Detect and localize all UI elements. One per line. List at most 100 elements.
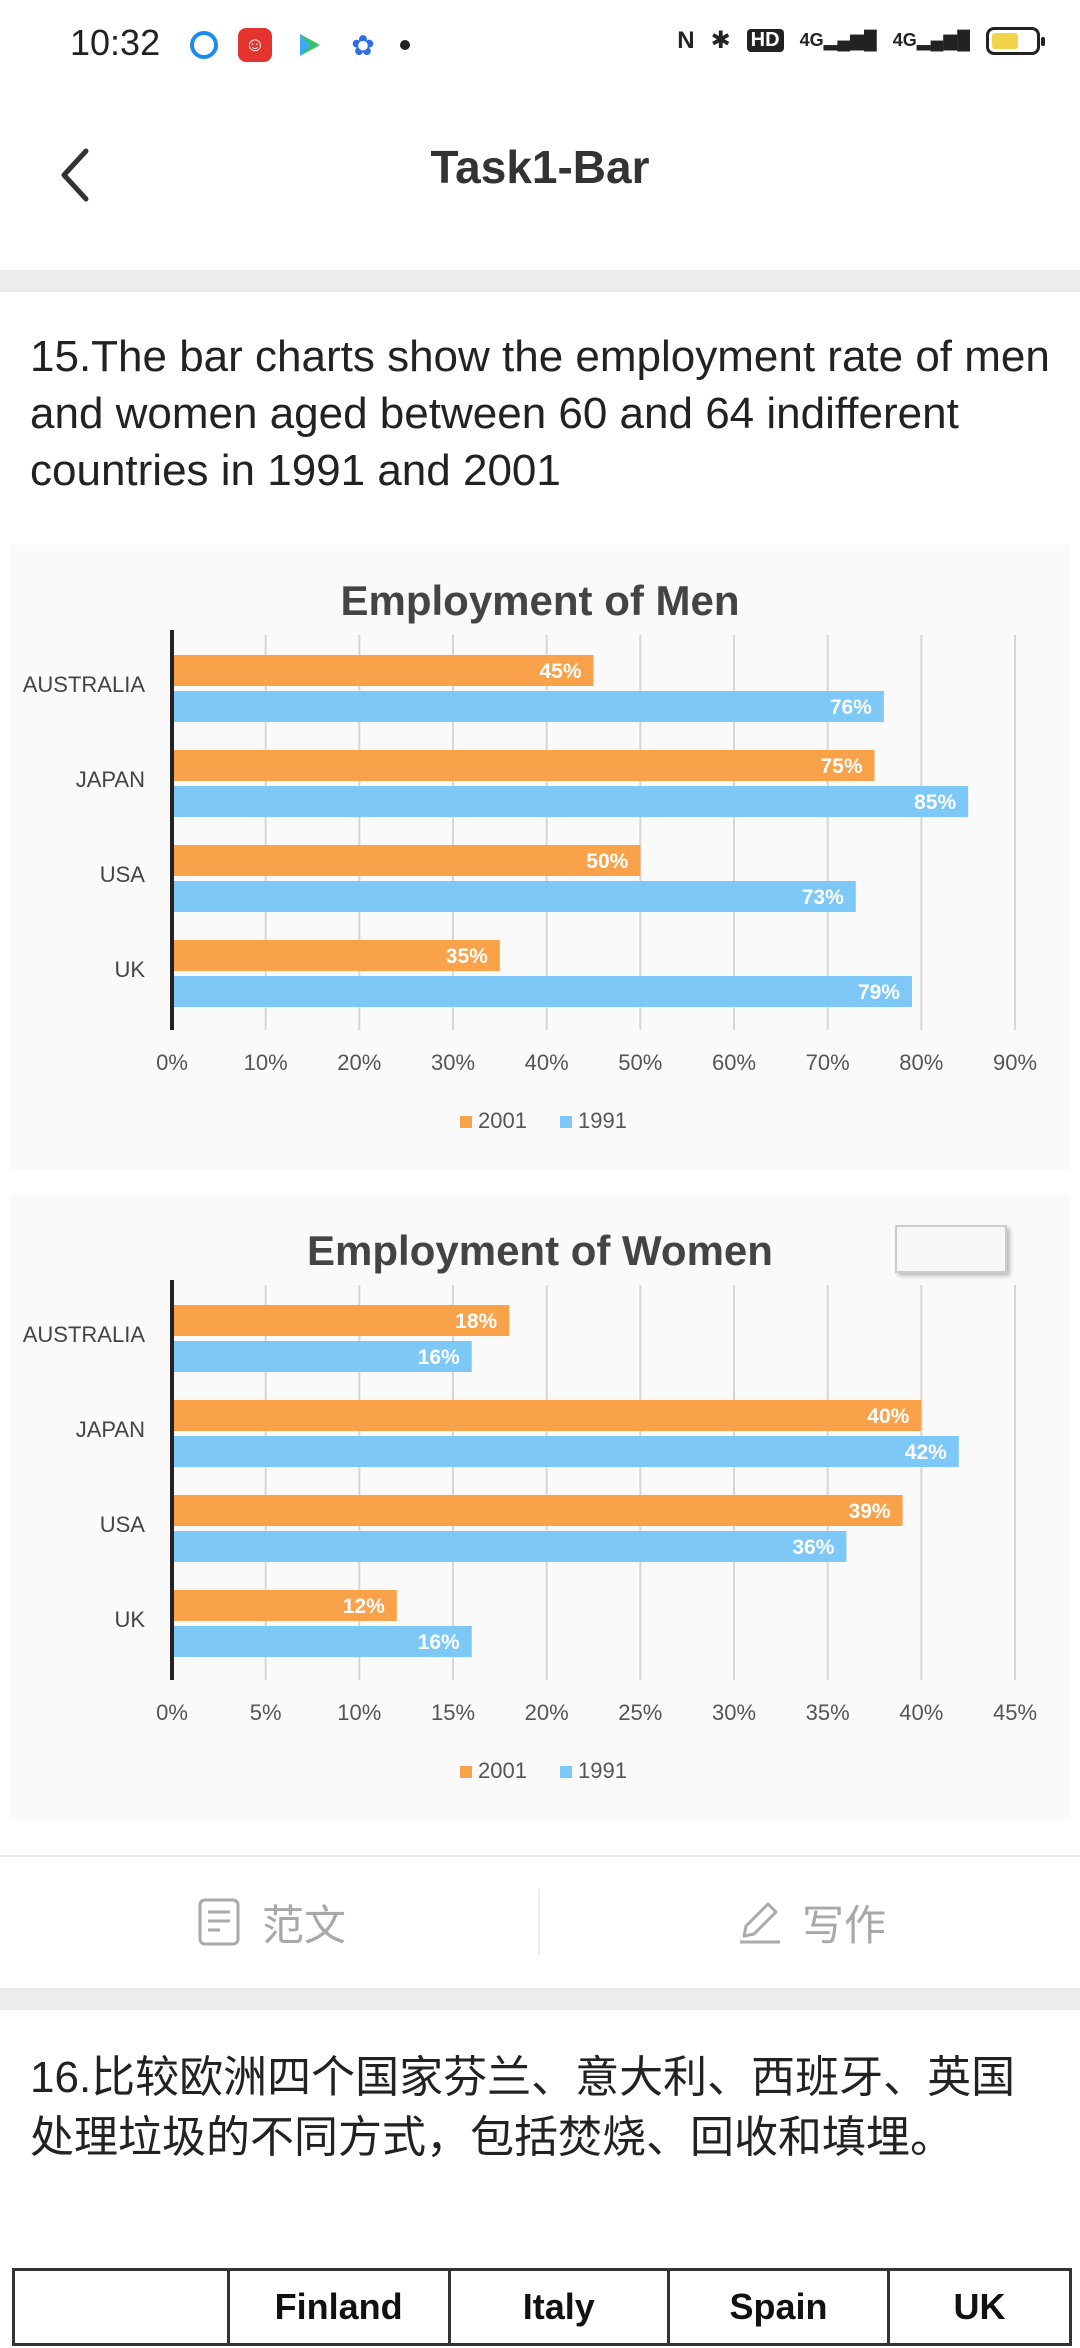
x-tick-label: 35%	[806, 1700, 850, 1725]
bar-1991	[172, 786, 969, 817]
x-tick-label: 15%	[431, 1700, 475, 1725]
app-notification-icon: ☺	[238, 28, 272, 62]
bar-1991	[172, 1626, 472, 1657]
notification-icons: ☺ ✿	[190, 28, 410, 62]
question-15-text: 15.The bar charts show the employment ra…	[30, 332, 1050, 495]
x-tick-label: 50%	[618, 1050, 662, 1075]
hd-icon: HD	[746, 29, 784, 52]
table-header-cell	[12, 2268, 230, 2346]
data-label: 16%	[418, 1346, 460, 1369]
document-icon	[198, 1898, 240, 1946]
write-button[interactable]: 写作	[540, 1857, 1080, 1987]
data-label: 39%	[849, 1500, 891, 1523]
bar-2001	[172, 845, 641, 876]
signal-icon-1: 4G▂▄▆█	[799, 30, 877, 50]
chart-title: Employment of Men	[340, 577, 739, 624]
category-label: UK	[114, 1607, 145, 1632]
x-tick-label: 90%	[993, 1050, 1037, 1075]
table-header-row: Finland Italy Spain UK	[12, 2268, 1072, 2346]
x-tick-label: 40%	[899, 1700, 943, 1725]
chart-region-tag	[895, 1225, 1007, 1273]
bar-1991	[172, 1341, 472, 1372]
legend-label: 2001	[478, 1758, 527, 1783]
x-tick-label: 20%	[337, 1050, 381, 1075]
status-bar: 10:32 ☺ ✿ N ✱ HD 4G▂▄▆█ 4G▂▄▆█	[0, 0, 1080, 95]
x-tick-label: 40%	[525, 1050, 569, 1075]
more-notifications-dot	[400, 40, 410, 50]
data-label: 73%	[802, 886, 844, 909]
bar-2001	[172, 1305, 510, 1336]
bar-1991	[172, 881, 856, 912]
x-tick-label: 25%	[618, 1700, 662, 1725]
page-title: Task1-Bar	[430, 141, 650, 193]
data-label: 42%	[905, 1441, 947, 1464]
bar-1991	[172, 1436, 959, 1467]
legend-label: 1991	[578, 1108, 627, 1133]
waste-table: Finland Italy Spain UK	[12, 2268, 1072, 2348]
x-tick-label: 5%	[250, 1700, 282, 1725]
video-notification-icon	[292, 28, 326, 62]
bar-2001	[172, 750, 875, 781]
data-label: 85%	[914, 791, 956, 814]
bar-2001	[172, 940, 500, 971]
x-tick-label: 10%	[337, 1700, 381, 1725]
x-tick-label: 70%	[806, 1050, 850, 1075]
x-tick-label: 60%	[712, 1050, 756, 1075]
nfc-icon: N	[677, 26, 695, 54]
x-tick-label: 80%	[899, 1050, 943, 1075]
table-header-cell: Italy	[447, 2268, 671, 2346]
signal-icon-2: 4G▂▄▆█	[892, 30, 970, 50]
category-label: UK	[114, 957, 145, 982]
bar-2001	[172, 1590, 397, 1621]
data-label: 50%	[586, 850, 628, 873]
x-tick-label: 45%	[993, 1700, 1037, 1725]
table-header-cell: Finland	[226, 2268, 451, 2346]
battery-icon	[986, 26, 1045, 55]
table-header-cell: Spain	[666, 2268, 891, 2346]
x-tick-label: 10%	[244, 1050, 288, 1075]
category-label: USA	[100, 862, 146, 887]
bar-1991	[172, 976, 912, 1007]
chart-employment-women: Employment of Women 0% 5% 10% 15% 20% 25% 30% 35…	[23, 1227, 1037, 1783]
legend-swatch-1991	[560, 1116, 572, 1128]
x-tick-label: 0%	[156, 1050, 188, 1075]
bar-2001	[172, 1495, 903, 1526]
pencil-icon	[739, 1902, 780, 1944]
write-label: 写作	[801, 1901, 886, 1949]
x-tick-label: 0%	[156, 1700, 188, 1725]
data-label: 18%	[455, 1310, 497, 1333]
bar-1991	[172, 1531, 847, 1562]
data-label: 45%	[539, 660, 581, 683]
back-button[interactable]	[50, 135, 110, 215]
data-label: 76%	[830, 696, 872, 719]
legend-label: 2001	[478, 1108, 527, 1133]
x-tick-label: 20%	[525, 1700, 569, 1725]
data-label: 16%	[418, 1631, 460, 1654]
chart-title: Employment of Women	[307, 1227, 773, 1274]
sample-essay-label: 范文	[261, 1901, 346, 1949]
section-divider	[0, 270, 1080, 292]
legend-swatch-2001	[460, 1116, 472, 1128]
x-tick-label: 30%	[431, 1050, 475, 1075]
bar-2001	[172, 1400, 922, 1431]
nav-bar: Task1-Bar	[0, 95, 1080, 270]
chevron-left-icon	[61, 148, 89, 202]
category-label: AUSTRALIA	[23, 1322, 146, 1347]
status-time: 10:32	[70, 22, 161, 63]
legend-label: 1991	[578, 1758, 627, 1783]
data-label: 75%	[820, 755, 862, 778]
table-header-cell: UK	[887, 2268, 1072, 2346]
bar-2001	[172, 655, 594, 686]
sample-essay-button[interactable]: 范文	[0, 1857, 540, 1987]
bluetooth-icon: ✱	[710, 27, 731, 54]
data-label: 12%	[343, 1595, 385, 1618]
category-label: JAPAN	[76, 1417, 145, 1442]
x-tick-label: 30%	[712, 1700, 756, 1725]
data-label: 36%	[792, 1536, 834, 1559]
section-divider	[0, 1988, 1080, 2010]
chart-employment-men: Employment of Men 0% 10% 20% 30% 40% 50% 60% 70%…	[23, 577, 1037, 1133]
status-indicators: N ✱ HD 4G▂▄▆█ 4G▂▄▆█	[677, 26, 1045, 55]
paw-notification-icon: ✿	[351, 29, 375, 61]
bar-1991	[172, 691, 884, 722]
category-label: AUSTRALIA	[23, 672, 146, 697]
